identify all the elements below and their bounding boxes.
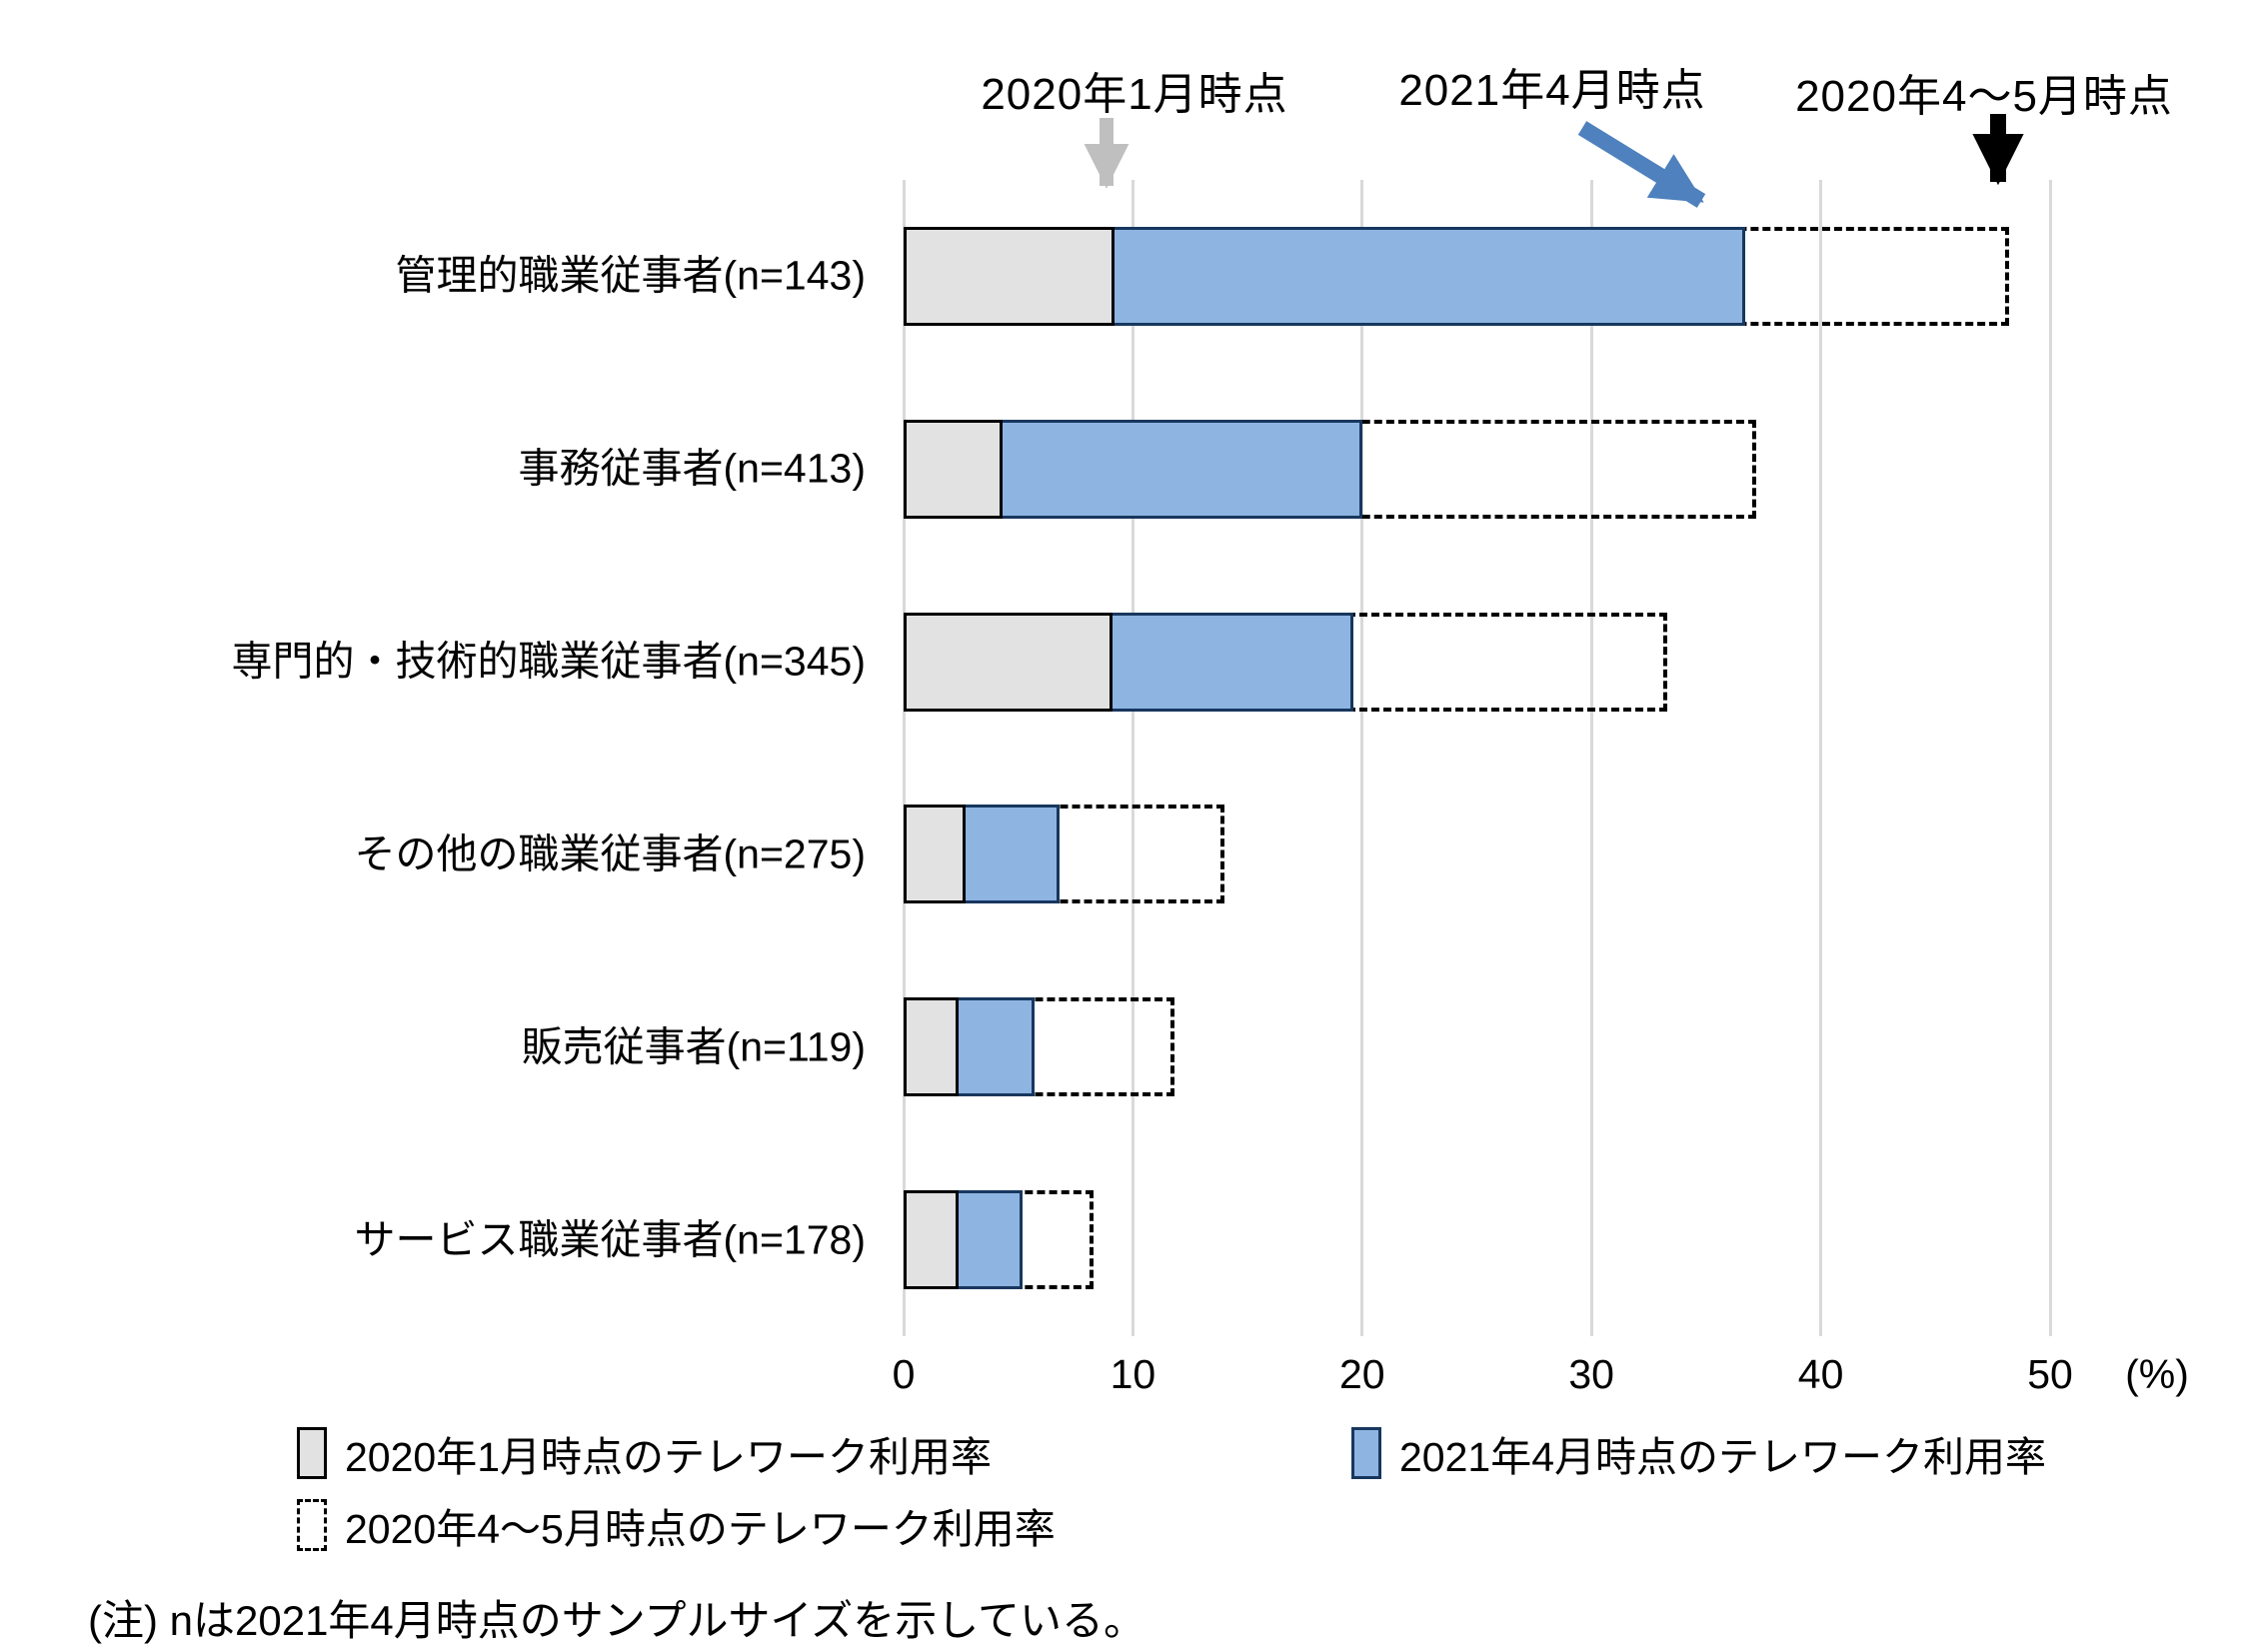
bar-row bbox=[904, 419, 2050, 519]
gridline bbox=[902, 180, 906, 1336]
x-tick-label: 30 bbox=[1568, 1351, 1614, 1397]
annotation-2020-apr-may: 2020年4〜5月時点 bbox=[1795, 72, 2173, 121]
legend-swatch-gray-icon bbox=[297, 1427, 327, 1479]
x-tick-label: 50 bbox=[2027, 1351, 2073, 1397]
bar-row bbox=[904, 1190, 2050, 1290]
x-tick-label: 0 bbox=[892, 1351, 916, 1397]
annotation-2020-jan: 2020年1月時点 bbox=[981, 70, 1288, 119]
legend-swatch-dashed-icon bbox=[297, 1499, 327, 1551]
category-label: 事務従事者(n=413) bbox=[518, 445, 866, 492]
bar-segment-2020-jan bbox=[904, 226, 1116, 326]
annotation-2021-apr: 2021年4月時点 bbox=[1398, 66, 1706, 115]
category-label: その他の職業従事者(n=275) bbox=[354, 830, 866, 877]
bar-row bbox=[904, 997, 2050, 1097]
bar-row bbox=[904, 612, 2050, 712]
gridline bbox=[1819, 180, 1823, 1336]
legend-item-2020-apr-may: 2020年4〜5月時点のテレワーク利用率 bbox=[297, 1495, 1056, 1555]
legend-swatch-blue-icon bbox=[1351, 1427, 1381, 1479]
legend-label: 2020年1月時点のテレワーク利用率 bbox=[345, 1434, 993, 1480]
bar-segment-2020-jan bbox=[904, 1190, 960, 1290]
legend-label: 2020年4〜5月時点のテレワーク利用率 bbox=[345, 1506, 1056, 1552]
legend-item-2021-apr: 2021年4月時点のテレワーク利用率 bbox=[1351, 1423, 2046, 1483]
gridline bbox=[2048, 180, 2052, 1336]
legend-item-2020-jan: 2020年1月時点のテレワーク利用率 bbox=[297, 1423, 992, 1483]
bar-row bbox=[904, 226, 2050, 326]
legend-label: 2021年4月時点のテレワーク利用率 bbox=[1399, 1434, 2047, 1480]
x-tick-label: 20 bbox=[1338, 1351, 1385, 1397]
x-tick-label: 40 bbox=[1797, 1351, 1844, 1397]
bar-segment-2020-jan bbox=[904, 805, 966, 904]
bar-segment-2020-jan bbox=[904, 997, 960, 1097]
gridline bbox=[1130, 180, 1134, 1336]
x-tick-label: 10 bbox=[1110, 1351, 1156, 1397]
bar-row bbox=[904, 805, 2050, 904]
footnote: (注) nは2021年4月時点のサンプルサイズを示している。 bbox=[88, 1597, 1146, 1644]
category-label: サービス職業従事者(n=178) bbox=[354, 1215, 866, 1262]
gridline bbox=[1360, 180, 1364, 1336]
blue-diagonal-arrow-icon bbox=[1577, 121, 1706, 208]
gridline bbox=[1589, 180, 1593, 1336]
category-label: 専門的・技術的職業従事者(n=345) bbox=[231, 638, 866, 685]
category-label: 販売従事者(n=119) bbox=[521, 1023, 866, 1070]
bar-segment-2020-jan bbox=[904, 419, 1003, 519]
category-label: 管理的職業従事者(n=143) bbox=[395, 252, 866, 299]
x-axis-unit-label: (%) bbox=[2125, 1351, 2189, 1397]
bar-segment-2020-jan bbox=[904, 612, 1113, 712]
